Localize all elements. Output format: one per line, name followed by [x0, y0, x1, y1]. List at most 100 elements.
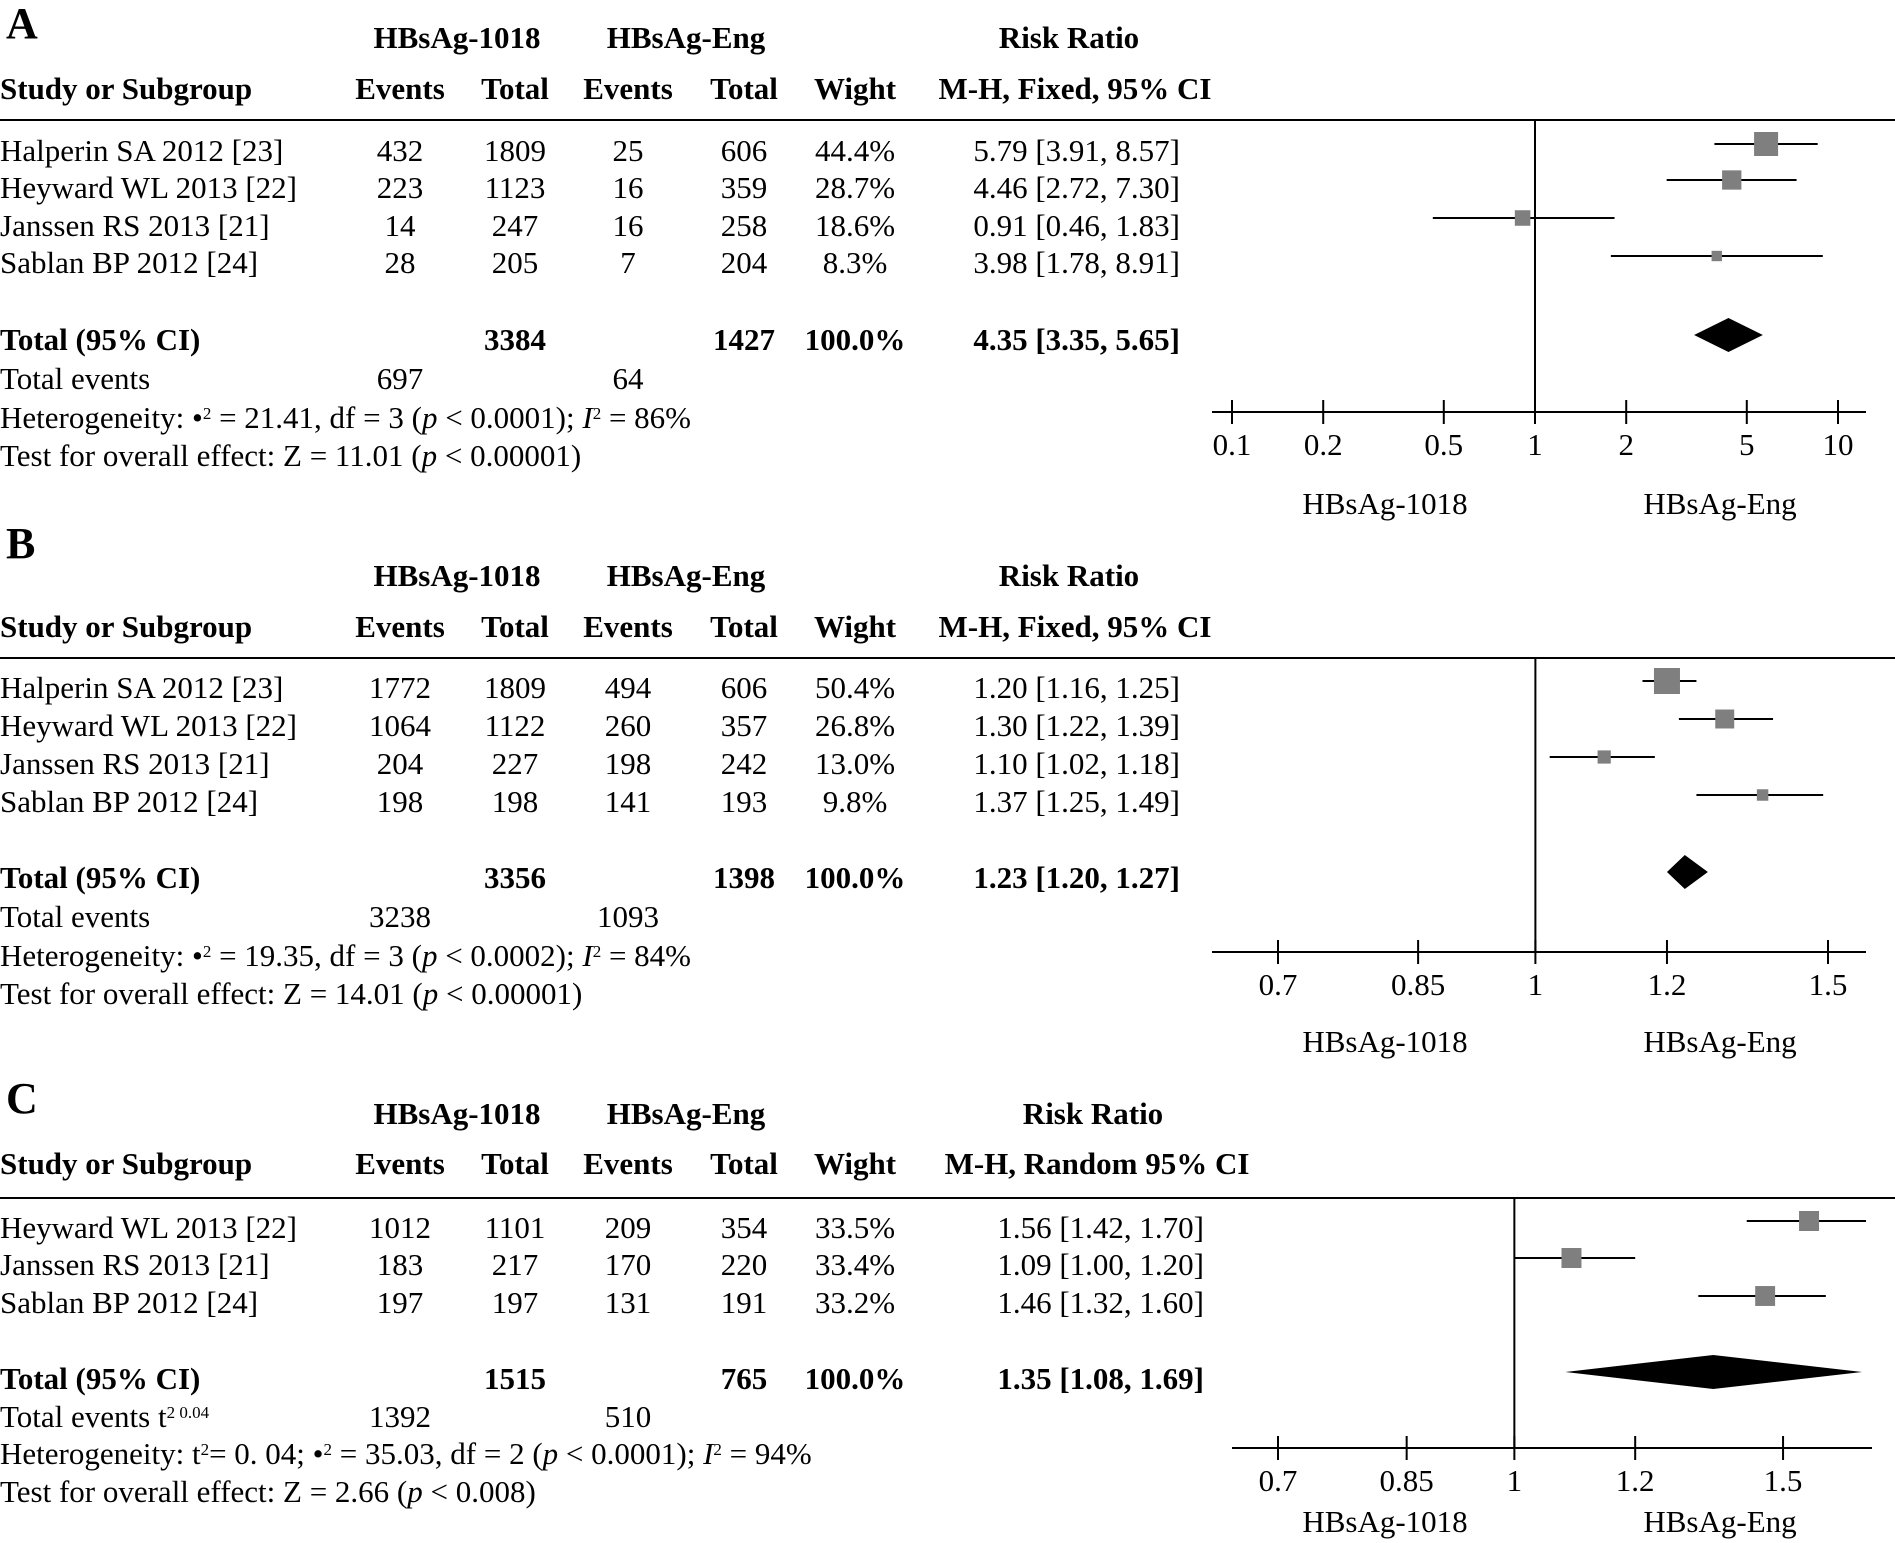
- events-1: 432: [376, 133, 424, 168]
- events-1: 1772: [369, 670, 431, 705]
- weight: 33.2%: [814, 1285, 896, 1320]
- total-risk-ratio: 4.35 [3.35, 5.65]: [973, 322, 1180, 357]
- total-1: 1123: [484, 170, 546, 205]
- study-point: [1561, 1248, 1582, 1268]
- events-2: 198: [604, 746, 652, 781]
- events-1: 28: [384, 245, 416, 280]
- weight: 18.6%: [814, 208, 896, 243]
- study-point: [1799, 1211, 1820, 1231]
- x-tick-label: 1.2: [1616, 1463, 1655, 1498]
- total-1: 1122: [484, 708, 546, 743]
- col-events-2: Events: [583, 609, 673, 644]
- events-1: 204: [376, 746, 424, 781]
- col-weight: Wight: [813, 609, 897, 644]
- total-n1: 3384: [484, 322, 546, 357]
- col-study: Study or Subgroup: [0, 1146, 253, 1181]
- events-1: 183: [376, 1247, 424, 1282]
- study-name: Sablan BP 2012 [24]: [0, 245, 259, 280]
- events-1: 198: [376, 784, 424, 819]
- total-1: 1101: [484, 1210, 546, 1245]
- weight: 28.7%: [814, 170, 896, 205]
- total-1: 227: [491, 746, 539, 781]
- col-weight: Wight: [813, 1146, 897, 1181]
- total-2: 193: [720, 784, 768, 819]
- col-events-2: Events: [583, 1146, 673, 1181]
- weight: 9.8%: [822, 784, 888, 819]
- risk-ratio: 5.79 [3.91, 8.57]: [973, 133, 1180, 168]
- study-point: [1514, 210, 1531, 226]
- panel-letter: C: [6, 1074, 38, 1123]
- col-method: M-H, Fixed, 95% CI: [938, 609, 1212, 644]
- study-point: [1722, 170, 1742, 190]
- total-diamond: [1666, 855, 1708, 889]
- weight: 26.8%: [814, 708, 896, 743]
- events-2: 25: [612, 133, 644, 168]
- col-method: M-H, Random 95% CI: [944, 1146, 1250, 1181]
- events-2: 16: [612, 170, 644, 205]
- total-1: 205: [491, 245, 539, 280]
- col-events-2: Events: [583, 71, 673, 106]
- total-1: 1809: [484, 133, 546, 168]
- study-point: [1715, 709, 1735, 729]
- overall-effect: Test for overall effect: Z = 14.01 (p < …: [0, 976, 583, 1011]
- x-tick-label: 1: [1527, 427, 1543, 462]
- study-point: [1754, 132, 1779, 156]
- total-weight: 100.0%: [804, 1361, 906, 1396]
- col-total-1: Total: [481, 71, 549, 106]
- risk-ratio: 1.20 [1.16, 1.25]: [973, 670, 1180, 705]
- x-tick-label: 0.1: [1213, 427, 1252, 462]
- total-events-1: 697: [376, 361, 424, 396]
- x-tick-label: 1: [1507, 1463, 1523, 1498]
- favours-left: HBsAg-1018: [1302, 1504, 1468, 1539]
- header-rule: [0, 119, 1895, 121]
- events-1: 1064: [369, 708, 431, 743]
- col-events-1: Events: [355, 1146, 445, 1181]
- risk-ratio: 1.30 [1.22, 1.39]: [973, 708, 1180, 743]
- events-2: 260: [604, 708, 652, 743]
- risk-ratio: 0.91 [0.46, 1.83]: [973, 208, 1180, 243]
- total-diamond: [1694, 318, 1763, 352]
- favours-left: HBsAg-1018: [1302, 486, 1468, 521]
- total-2: 191: [720, 1285, 768, 1320]
- study-point: [1653, 668, 1680, 694]
- col-study: Study or Subgroup: [0, 609, 253, 644]
- total-n2: 1398: [713, 860, 775, 895]
- total-2: 354: [720, 1210, 768, 1245]
- weight: 33.5%: [814, 1210, 896, 1245]
- x-tick-label: 0.2: [1304, 427, 1343, 462]
- risk-ratio: 1.37 [1.25, 1.49]: [973, 784, 1180, 819]
- total-2: 606: [720, 670, 768, 705]
- favours-left: HBsAg-1018: [1302, 1024, 1468, 1059]
- group1-header: HBsAg-1018: [373, 558, 541, 593]
- panel-letter: B: [6, 519, 36, 568]
- group1-header: HBsAg-1018: [373, 1096, 541, 1131]
- events-1: 1012: [369, 1210, 431, 1245]
- risk-ratio: 3.98 [1.78, 8.91]: [973, 245, 1180, 280]
- overall-effect: Test for overall effect: Z = 11.01 (p < …: [0, 438, 582, 473]
- weight: 33.4%: [814, 1247, 896, 1282]
- group1-header: HBsAg-1018: [373, 20, 541, 55]
- col-events-1: Events: [355, 71, 445, 106]
- header-rule: [0, 657, 1895, 659]
- header-rule: [0, 1197, 1895, 1199]
- col-study: Study or Subgroup: [0, 71, 253, 106]
- events-1: 223: [376, 170, 424, 205]
- total-2: 359: [720, 170, 768, 205]
- favours-right: HBsAg-Eng: [1643, 486, 1797, 521]
- events-1: 14: [384, 208, 416, 243]
- weight: 44.4%: [814, 133, 896, 168]
- study-name: Janssen RS 2013 [21]: [0, 746, 270, 781]
- total-events-label: Total events: [0, 361, 151, 396]
- x-tick-label: 2: [1618, 427, 1634, 462]
- x-tick-label: 5: [1739, 427, 1755, 462]
- total-events-2: 510: [604, 1399, 652, 1434]
- events-2: 16: [612, 208, 644, 243]
- study-name: Sablan BP 2012 [24]: [0, 1285, 259, 1320]
- forest-plot: 0.1 0.2 0.5 1 2 5 10: [1212, 120, 1866, 462]
- group2-header: HBsAg-Eng: [606, 20, 766, 55]
- study-name: Heyward WL 2013 [22]: [0, 170, 297, 205]
- group2-header: HBsAg-Eng: [606, 558, 766, 593]
- total-weight: 100.0%: [804, 322, 906, 357]
- risk-ratio: 1.09 [1.00, 1.20]: [997, 1247, 1204, 1282]
- total-1: 198: [491, 784, 539, 819]
